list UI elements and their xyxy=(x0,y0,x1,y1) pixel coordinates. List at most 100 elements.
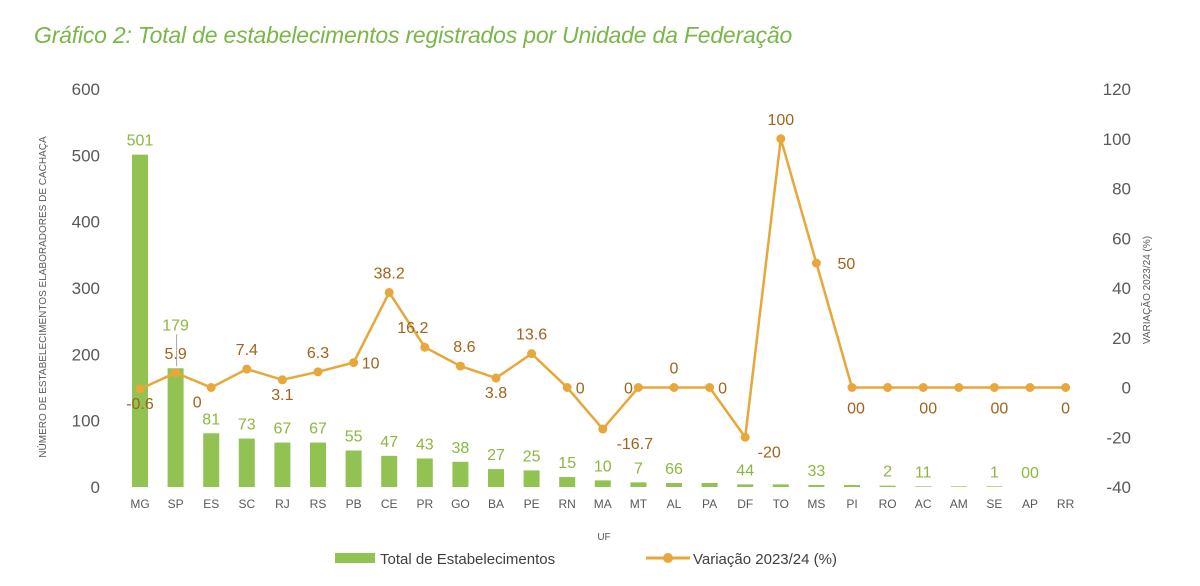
left-axis-tick-label: 200 xyxy=(72,345,100,364)
bar-data-label: 501 xyxy=(127,133,154,150)
bar xyxy=(915,486,932,487)
category-label: RN xyxy=(559,497,576,511)
line-data-label: 0 xyxy=(576,381,585,398)
bar xyxy=(630,482,647,487)
right-axis-tick-label: 120 xyxy=(1103,80,1131,99)
bar xyxy=(203,433,220,487)
line-data-label: 0 xyxy=(624,381,633,398)
line-point xyxy=(242,364,252,374)
line-point xyxy=(491,373,501,383)
left-axis-tick-label: 100 xyxy=(72,412,100,431)
line-data-label: -16.7 xyxy=(617,436,654,453)
line-point xyxy=(883,383,893,392)
bar-data-label: 67 xyxy=(274,421,292,438)
legend-label-line: Variação 2023/24 (%) xyxy=(693,551,837,568)
bar xyxy=(879,485,896,487)
bar-data-label: 1 xyxy=(990,464,999,481)
bar-series xyxy=(132,154,1003,488)
line-data-label: 3.8 xyxy=(485,385,507,402)
line-data-label: 00 xyxy=(847,401,865,418)
bar xyxy=(701,483,718,487)
category-label: TO xyxy=(773,497,789,511)
bar xyxy=(666,483,682,487)
chart-title: Gráfico 2: Total de estabelecimentos reg… xyxy=(34,22,793,48)
category-label: ES xyxy=(203,497,219,511)
bar xyxy=(523,470,540,487)
line-point xyxy=(277,375,287,385)
line-point xyxy=(811,258,821,268)
category-label: AL xyxy=(667,497,682,511)
category-label: SC xyxy=(238,497,255,511)
line-point xyxy=(989,383,999,392)
category-label: SE xyxy=(986,497,1002,511)
line-point xyxy=(562,383,572,392)
bar-data-label: 00 xyxy=(1021,465,1039,482)
bar-data-label: 55 xyxy=(345,429,363,446)
bar xyxy=(594,480,611,487)
bar xyxy=(167,368,184,487)
right-axis-tick-label: 0 xyxy=(1122,379,1131,398)
bar-data-label: 15 xyxy=(558,455,576,472)
line-data-label: 10 xyxy=(362,356,380,373)
line-point xyxy=(206,383,216,392)
bar-data-label: 66 xyxy=(665,461,683,478)
left-axis-tick-label: 600 xyxy=(72,80,100,99)
line-point xyxy=(171,368,181,378)
category-label: PE xyxy=(524,497,540,511)
legend-label-bars: Total de Estabelecimentos xyxy=(380,551,555,568)
legend: Total de Estabelecimentos Variação 2023/… xyxy=(335,551,837,568)
line-point xyxy=(633,383,643,392)
line-point xyxy=(705,383,715,392)
category-label: RJ xyxy=(275,497,290,511)
line-data-label: 0 xyxy=(1061,401,1070,418)
line-data-label: 3.1 xyxy=(271,387,293,404)
left-axis-tick-label: 500 xyxy=(72,146,100,165)
bar-data-label: 47 xyxy=(380,434,398,451)
bar xyxy=(381,455,398,487)
left-axis-tick-label: 0 xyxy=(91,478,100,497)
legend-swatch-bars xyxy=(335,553,375,563)
bar-data-label: 179 xyxy=(162,317,189,334)
line-data-label: 5.9 xyxy=(164,346,186,363)
category-label: BA xyxy=(488,497,504,511)
line-data-labels: -0.6 5.9 0 7.4 3.1 6.3 10 38.2 16.2 8.6 3.8 13.6 0 -1… xyxy=(126,112,1070,462)
bar-data-label: 25 xyxy=(523,448,541,465)
category-label: MG xyxy=(130,497,149,511)
line-point xyxy=(313,367,323,377)
bar xyxy=(274,442,291,487)
category-label: CE xyxy=(381,497,398,511)
line-point xyxy=(384,287,394,297)
legend-swatch-marker xyxy=(663,553,673,563)
bar-data-label: 11 xyxy=(915,464,932,481)
x-axis-title: UF xyxy=(597,532,610,543)
category-label: RO xyxy=(879,497,897,511)
right-axis-tick-label: 80 xyxy=(1112,180,1131,199)
bar-data-label: 73 xyxy=(238,417,256,434)
line-point xyxy=(455,361,465,371)
line-data-label: 00 xyxy=(991,401,1009,418)
bar xyxy=(345,450,362,487)
right-axis-title: VARIAÇÃO 2023/24 (%) xyxy=(1140,236,1153,344)
category-label: RS xyxy=(310,497,327,511)
line-data-label: 7.4 xyxy=(236,342,258,359)
category-label: MA xyxy=(594,497,612,511)
line-point xyxy=(420,342,430,352)
line-point xyxy=(740,432,750,442)
category-label: MT xyxy=(630,497,648,511)
bar-data-label: 10 xyxy=(594,458,612,475)
line-point xyxy=(776,134,786,144)
category-label: RR xyxy=(1057,497,1075,511)
bar xyxy=(310,442,326,487)
line-point xyxy=(349,358,359,368)
left-axis-tick-label: 300 xyxy=(72,279,100,298)
bar xyxy=(772,484,789,487)
category-label: PR xyxy=(416,497,433,511)
category-label: AM xyxy=(950,497,968,511)
line-data-label: -0.6 xyxy=(126,396,154,413)
category-label: DF xyxy=(737,497,753,511)
category-label: SP xyxy=(168,497,184,511)
bar xyxy=(132,154,148,488)
